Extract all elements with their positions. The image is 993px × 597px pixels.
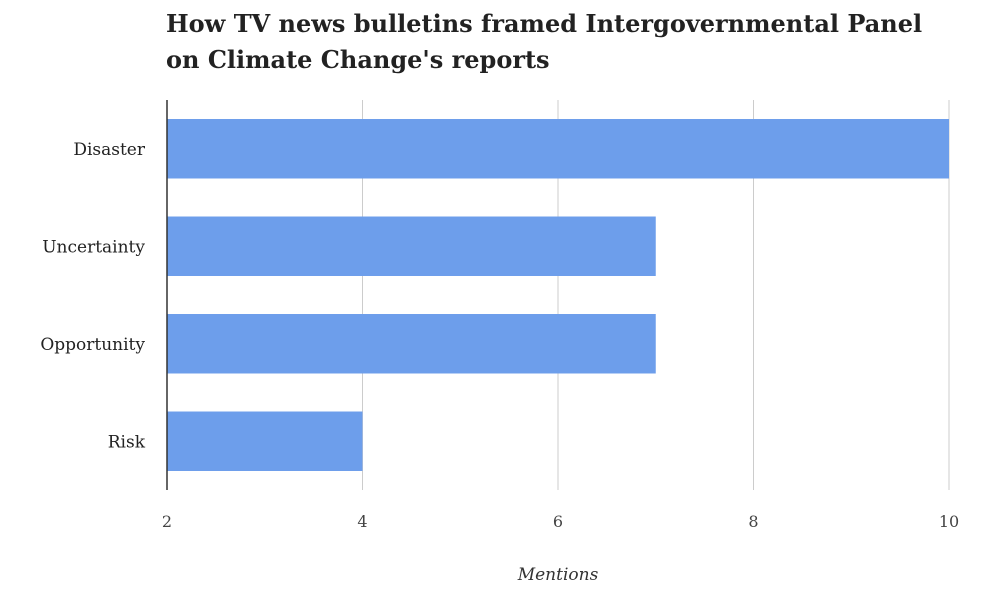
- category-label: Risk: [108, 432, 146, 452]
- bar-risk: [167, 411, 363, 471]
- x-axis-title: Mentions: [517, 565, 599, 585]
- x-tick-labels: 2 4 6 8 10: [162, 512, 959, 531]
- x-tick-label: 8: [748, 512, 758, 531]
- bar-opportunity: [167, 314, 656, 374]
- category-labels: Disaster Uncertainty Opportunity Risk: [40, 140, 146, 453]
- x-tick-label: 2: [162, 512, 172, 531]
- bars: [167, 119, 949, 471]
- x-tick-label: 4: [357, 512, 367, 531]
- x-tick-label: 10: [939, 512, 959, 531]
- x-tick-label: 6: [553, 512, 563, 531]
- bar-uncertainty: [167, 216, 656, 276]
- category-label: Uncertainty: [42, 237, 145, 257]
- chart-title: How TV news bulletins framed Intergovern…: [166, 9, 923, 74]
- bar-disaster: [167, 119, 949, 179]
- category-label: Opportunity: [40, 335, 145, 355]
- category-label: Disaster: [73, 140, 146, 160]
